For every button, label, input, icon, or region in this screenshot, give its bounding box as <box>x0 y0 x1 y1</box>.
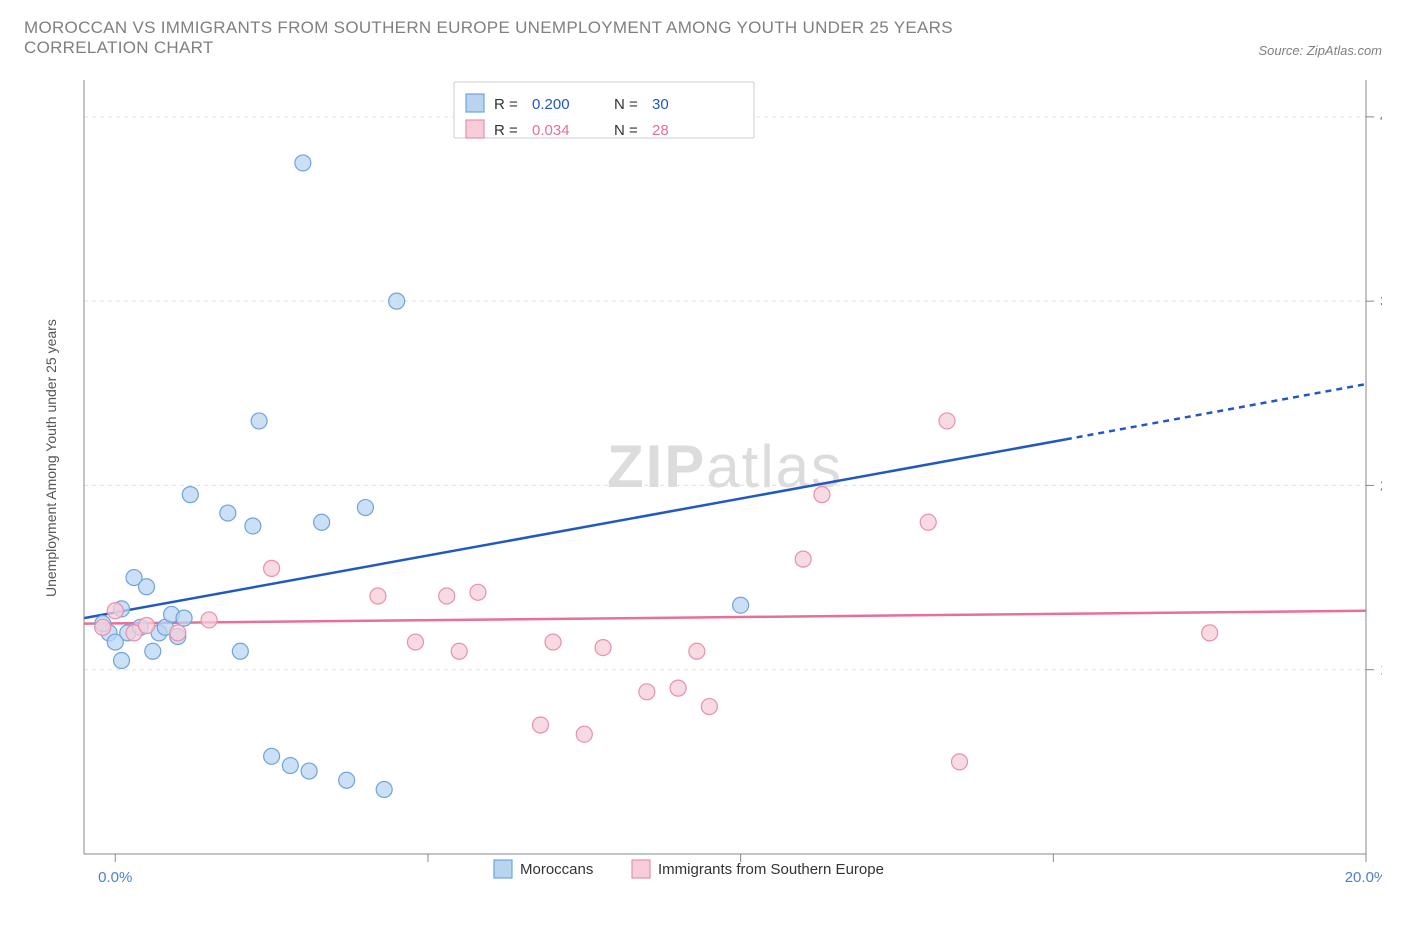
data-point <box>595 640 611 656</box>
legend-r-label: R = <box>494 96 518 113</box>
data-point <box>301 763 317 779</box>
data-point <box>689 643 705 659</box>
data-point <box>939 413 955 429</box>
legend-r-value: 0.200 <box>532 96 570 113</box>
data-point <box>470 584 486 600</box>
legend-n-value: 30 <box>652 96 669 113</box>
data-point <box>407 634 423 650</box>
y-tick-label: 20.0% <box>1380 477 1382 494</box>
data-point <box>376 782 392 798</box>
data-point <box>232 643 248 659</box>
legend-n-value: 28 <box>652 122 669 139</box>
data-point <box>639 684 655 700</box>
data-point <box>145 643 161 659</box>
data-point <box>264 748 280 764</box>
data-point <box>952 754 968 770</box>
data-point <box>439 588 455 604</box>
data-point <box>733 597 749 613</box>
legend-series-label: Immigrants from Southern Europe <box>658 861 884 878</box>
data-point <box>114 653 130 669</box>
data-point <box>176 610 192 626</box>
data-point <box>170 625 186 641</box>
y-tick-label: 30.0% <box>1380 293 1382 310</box>
legend-r-value: 0.034 <box>532 122 570 139</box>
data-point <box>264 560 280 576</box>
legend-series-label: Moroccans <box>520 861 593 878</box>
data-point <box>370 588 386 604</box>
data-point <box>670 680 686 696</box>
data-point <box>451 643 467 659</box>
data-point <box>576 726 592 742</box>
data-point <box>295 155 311 171</box>
data-point <box>139 617 155 633</box>
legend-swatch <box>494 860 512 878</box>
legend-r-label: R = <box>494 122 518 139</box>
data-point <box>814 487 830 503</box>
data-point <box>95 619 111 635</box>
chart-svg: ZIPatlas 0.0% 20.0% 10.0% 20.0% 30.0% 40.0% Une… <box>24 62 1382 892</box>
data-point <box>245 518 261 534</box>
data-point <box>545 634 561 650</box>
y-tick-label: 10.0% <box>1380 662 1382 679</box>
x-tick-label: 20.0% <box>1345 869 1382 886</box>
legend-swatch <box>632 860 650 878</box>
data-point <box>107 603 123 619</box>
data-point <box>220 505 236 521</box>
chart-title: MOROCCAN VS IMMIGRANTS FROM SOUTHERN EUR… <box>24 18 1074 58</box>
y-tick-label: 40.0% <box>1380 109 1382 126</box>
data-point <box>701 699 717 715</box>
watermark: ZIPatlas <box>607 433 843 500</box>
data-point <box>339 772 355 788</box>
data-point <box>314 514 330 530</box>
legend-swatch <box>466 120 484 138</box>
y-axis-label: Unemployment Among Youth under 25 years <box>43 319 59 597</box>
data-point <box>201 612 217 628</box>
legend-swatch <box>466 94 484 112</box>
data-point <box>139 579 155 595</box>
x-tick-label: 0.0% <box>98 869 132 886</box>
data-point <box>1202 625 1218 641</box>
source-label: Source: ZipAtlas.com <box>1258 43 1382 58</box>
data-point <box>182 487 198 503</box>
trend-line-dashed <box>1066 384 1366 439</box>
legend-n-label: N = <box>614 96 638 113</box>
scatter-chart: ZIPatlas 0.0% 20.0% 10.0% 20.0% 30.0% 40.0% Une… <box>24 62 1382 892</box>
data-point <box>533 717 549 733</box>
data-point <box>357 500 373 516</box>
data-point <box>389 293 405 309</box>
data-point <box>795 551 811 567</box>
trend-line <box>84 439 1066 618</box>
data-point <box>920 514 936 530</box>
trend-line <box>84 611 1366 624</box>
data-point <box>282 758 298 774</box>
data-point <box>251 413 267 429</box>
legend-n-label: N = <box>614 122 638 139</box>
